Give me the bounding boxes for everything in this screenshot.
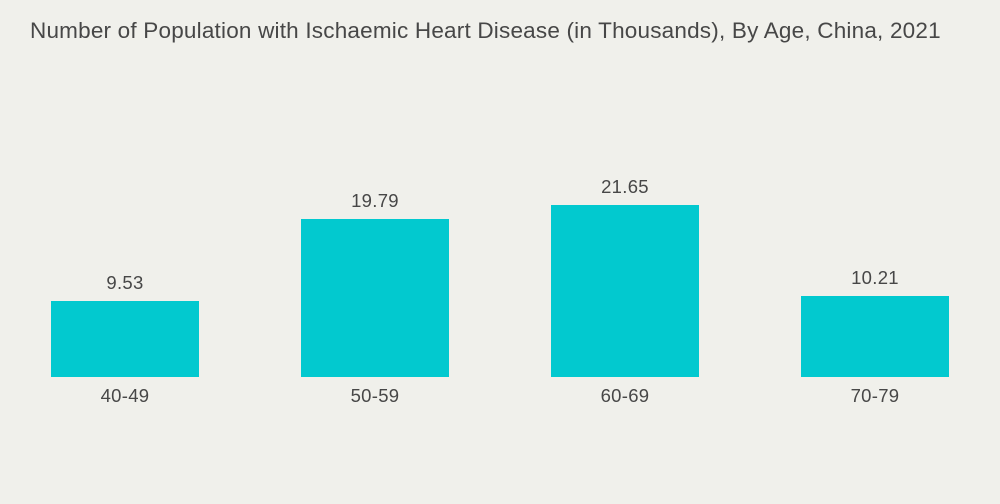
category-axis: 40-49 50-59 60-69 70-79	[0, 385, 1000, 407]
value-label-70-79: 10.21	[851, 267, 899, 288]
value-label-60-69: 21.65	[601, 176, 649, 197]
bar-50-59	[301, 219, 449, 377]
category-label-70-79: 70-79	[850, 385, 900, 406]
bar-group-40-49: 9.53	[0, 170, 250, 377]
plot-area: 9.53 19.79 21.65 10.21	[0, 170, 1000, 377]
category-label-50-59: 50-59	[350, 385, 400, 406]
bar-70-79	[801, 296, 949, 377]
bar-group-50-59: 19.79	[250, 170, 500, 377]
category-label-60-69: 60-69	[600, 385, 650, 406]
bar-group-60-69: 21.65	[500, 170, 750, 377]
value-label-50-59: 19.79	[351, 190, 399, 211]
bar-60-69	[551, 205, 699, 377]
bar-group-70-79: 10.21	[750, 170, 1000, 377]
bar-40-49	[51, 301, 199, 377]
category-label-40-49: 40-49	[100, 385, 150, 406]
chart-title: Number of Population with Ischaemic Hear…	[30, 18, 941, 43]
value-label-40-49: 9.53	[106, 272, 144, 293]
